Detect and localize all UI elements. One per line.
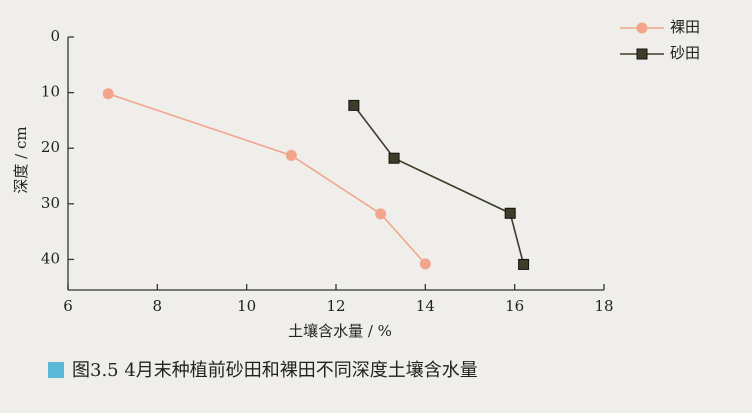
marker <box>102 88 114 100</box>
x-tick-label: 16 <box>505 297 524 315</box>
y-tick-label: 0 <box>50 27 60 45</box>
marker <box>388 152 400 164</box>
caption: 图3.5 4月末种植前砂田和裸田不同深度土壤含水量 <box>72 360 478 381</box>
x-tick-label: 10 <box>237 297 256 315</box>
x-tick-label: 14 <box>416 297 435 315</box>
legend-label: 裸田 <box>670 18 700 36</box>
marker <box>285 149 297 161</box>
series-line <box>353 104 525 265</box>
x-axis-label: 土壤含水量 / % <box>288 322 392 340</box>
y-tick-label: 10 <box>41 83 60 101</box>
marker <box>375 208 387 220</box>
legend-marker <box>636 22 648 34</box>
series-line <box>107 92 426 265</box>
marker <box>518 258 530 270</box>
x-tick-label: 18 <box>594 297 613 315</box>
marker <box>504 207 516 219</box>
x-tick-label: 8 <box>153 297 163 315</box>
marker <box>419 258 431 270</box>
y-tick-label: 20 <box>41 138 60 156</box>
legend-marker <box>636 48 648 60</box>
marker <box>348 99 360 111</box>
x-tick-label: 12 <box>326 297 345 315</box>
y-axis-label: 深度 / cm <box>12 126 30 193</box>
legend-label: 砂田 <box>670 44 700 62</box>
x-tick-label: 6 <box>63 297 73 315</box>
caption-icon <box>48 362 64 378</box>
y-tick-label: 30 <box>41 194 60 212</box>
y-tick-label: 40 <box>41 249 60 267</box>
